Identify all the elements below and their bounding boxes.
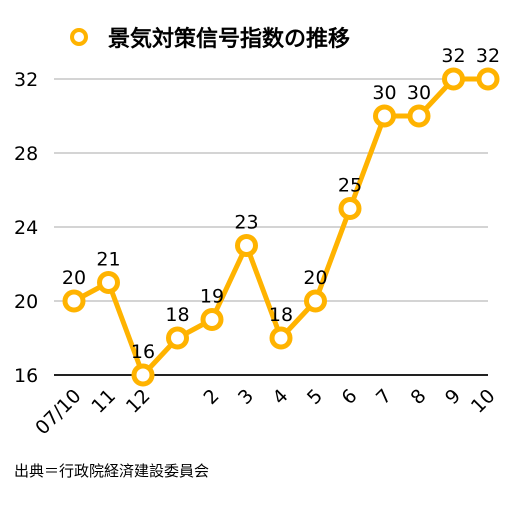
data-label: 25 [338, 175, 362, 197]
x-tick-label: 11 [87, 385, 120, 418]
y-tick-label: 20 [14, 291, 38, 313]
x-tick-label: 07/10 [31, 385, 85, 439]
x-tick-label: 5 [303, 385, 327, 409]
data-labels: 20 21 16 18 19 23 18 20 25 30 30 32 32 [62, 45, 500, 363]
data-point [97, 271, 120, 294]
data-label: 18 [165, 304, 189, 326]
y-tick-label: 32 [14, 69, 38, 91]
data-point [338, 197, 362, 220]
y-tick-label: 28 [14, 143, 38, 165]
data-point [62, 289, 86, 313]
x-tick-label: 4 [268, 385, 292, 409]
data-point [166, 326, 189, 350]
source-note: 出典＝行政院経済建設委員会 [14, 462, 210, 480]
data-label: 32 [476, 45, 500, 67]
y-axis: 16 20 24 28 32 [14, 69, 38, 387]
data-label: 30 [372, 82, 396, 104]
x-tick-label: 9 [441, 385, 465, 409]
data-point [476, 67, 500, 91]
x-tick-label: 12 [122, 385, 155, 418]
data-label: 20 [62, 267, 86, 289]
legend-marker [70, 28, 88, 46]
data-point [200, 308, 224, 331]
data-point [269, 326, 293, 350]
x-tick-label: 8 [406, 385, 430, 409]
x-tick-label: 10 [467, 385, 500, 418]
data-point [407, 104, 431, 128]
data-label: 30 [407, 82, 431, 104]
x-axis: 07/10 11 12 2 3 4 5 6 7 8 9 10 [31, 385, 499, 439]
y-tick-label: 24 [14, 217, 38, 239]
data-label: 16 [131, 341, 155, 363]
data-label: 32 [441, 45, 465, 67]
series-group [62, 67, 500, 387]
x-tick-label: 6 [337, 385, 361, 409]
x-tick-label: 7 [372, 385, 396, 409]
x-tick-label: 3 [234, 385, 258, 409]
data-point [131, 363, 155, 387]
x-tick-label: 2 [199, 385, 223, 409]
data-label: 19 [200, 286, 224, 308]
chart-title: 景気対策信号指数の推移 [108, 26, 350, 52]
data-label: 23 [234, 212, 258, 234]
data-label: 20 [303, 267, 327, 289]
grid [54, 78, 488, 376]
legend: 景気対策信号指数の推移 [70, 26, 350, 52]
data-label: 18 [269, 304, 293, 326]
data-point [442, 67, 465, 91]
data-label: 21 [96, 249, 120, 271]
y-tick-label: 16 [14, 365, 38, 387]
data-point [304, 289, 327, 313]
data-point [235, 234, 258, 257]
data-point [373, 104, 396, 128]
